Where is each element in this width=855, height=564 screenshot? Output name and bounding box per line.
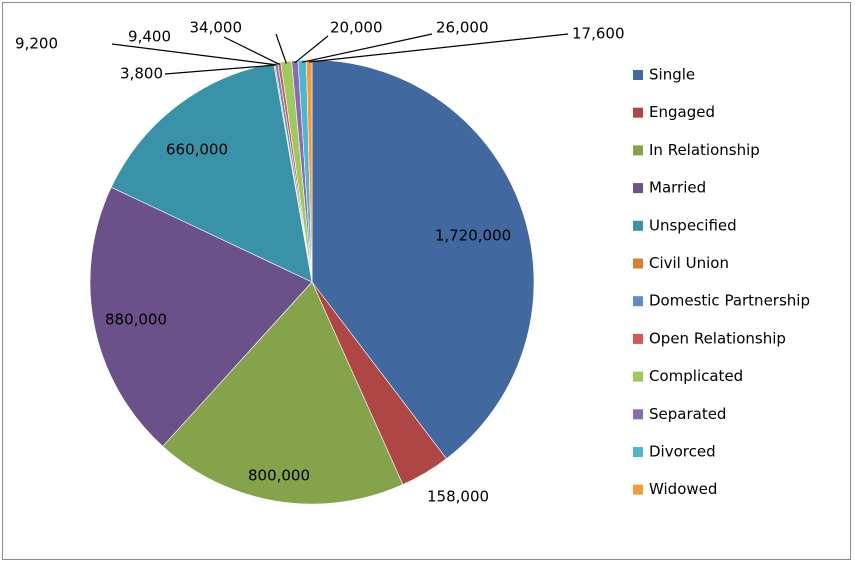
legend-swatch-divorced: [633, 447, 643, 457]
legend-label-civil-union: Civil Union: [649, 254, 729, 272]
legend-label-single: Single: [649, 66, 695, 84]
pie-slices: [89, 59, 535, 505]
legend-swatch-widowed: [633, 484, 643, 495]
legend-swatch-engaged: [633, 107, 643, 118]
legend-swatch-complicated: [633, 371, 643, 382]
legend-swatch-married: [633, 183, 643, 194]
data-label-unspecified: 660,000: [166, 141, 228, 159]
leader-line-domestic-partnership: [111, 43, 277, 66]
data-label-widowed: 17,600: [572, 25, 625, 43]
leader-line-open-relationship: [223, 36, 280, 65]
pie-slice-married: [89, 186, 313, 447]
legend-swatch-unspecified: [633, 220, 643, 231]
legend-label-married: Married: [649, 179, 706, 197]
legend-label-separated: Separated: [649, 405, 726, 423]
data-label-engaged: 158,000: [427, 488, 489, 506]
legend-label-divorced: Divorced: [649, 443, 716, 461]
data-label-domestic-partnership: 9,200: [15, 35, 58, 53]
legend-swatch-domestic-partnership: [633, 296, 643, 307]
legend-swatch-in-relationship: [633, 145, 643, 156]
data-label-divorced: 26,000: [436, 19, 489, 37]
leader-lines: [111, 33, 569, 75]
legend-label-widowed: Widowed: [649, 480, 717, 498]
legend: Single Engaged In Relationship Married Unspe…: [633, 66, 810, 498]
leader-line-widowed: [309, 33, 569, 63]
data-label-married: 880,000: [105, 311, 167, 329]
data-label-in-relationship: 800,000: [248, 467, 310, 485]
legend-label-domestic-partnership: Domestic Partnership: [649, 292, 810, 310]
data-label-complicated: 34,000: [190, 19, 243, 37]
leader-line-complicated: [275, 33, 287, 64]
leader-line-civil-union: [164, 64, 275, 75]
data-label-open-relationship: 9,400: [128, 28, 171, 46]
legend-label-engaged: Engaged: [649, 103, 715, 121]
legend-label-open-relationship: Open Relationship: [649, 329, 786, 347]
pie-slice-unspecified: [110, 62, 313, 283]
legend-label-unspecified: Unspecified: [649, 216, 737, 234]
pie-slice-single: [311, 59, 535, 460]
data-label-single: 1,720,000: [435, 227, 511, 245]
leader-line-separated: [294, 35, 329, 64]
data-label-civil-union: 3,800: [120, 65, 163, 83]
legend-label-complicated: Complicated: [649, 367, 743, 385]
pie-slice-in-relationship: [162, 281, 404, 505]
legend-swatch-open-relationship: [633, 333, 643, 344]
legend-label-in-relationship: In Relationship: [649, 141, 760, 159]
leader-line-divorced: [302, 33, 433, 63]
data-label-separated: 20,000: [330, 19, 383, 37]
data-labels: 1,720,000 158,000 800,000 880,000 660,000 3,8…: [15, 19, 624, 506]
legend-swatch-single: [633, 70, 643, 80]
legend-swatch-civil-union: [633, 258, 643, 269]
legend-swatch-separated: [633, 409, 643, 420]
